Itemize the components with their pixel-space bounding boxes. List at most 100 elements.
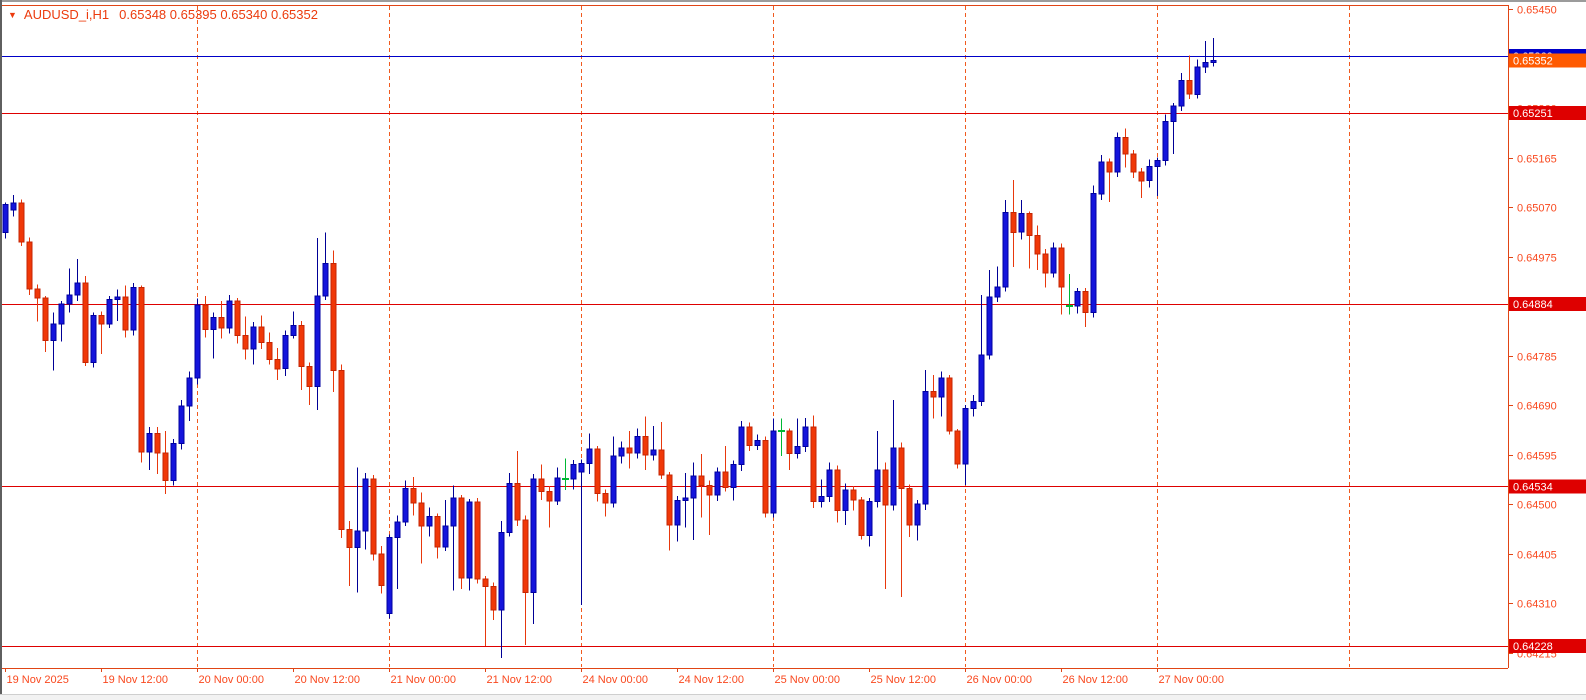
candle-bull [1154,159,1161,168]
candle-bull [226,300,233,329]
price-axis-label: 0.64690 [1517,401,1557,413]
candle-bull [794,445,801,455]
candle-bull [322,263,329,297]
candle-bull [770,430,777,514]
candle-bear [346,529,353,548]
chart-title-overlay: ▼ AUDUSD_i,H1 0.65348 0.65395 0.65340 0.65… [8,7,318,22]
candle-bear [410,488,417,504]
candle-bull [1018,213,1025,233]
candle-bull [498,531,505,611]
candle-bull [354,530,361,548]
candle-bear [698,475,705,486]
time-axis-label: 26 Nov 12:00 [1063,674,1128,686]
candle-bull [578,463,585,473]
candle-bear [482,578,489,587]
candle-bear [930,391,937,398]
symbol-timeframe-label: AUDUSD_i,H1 [23,7,110,22]
candle-bull [890,447,897,506]
candle-bear [1010,212,1017,233]
candle-bear [162,452,169,482]
candle-bull [1098,161,1105,195]
candle-bull [1178,80,1185,107]
candle-bull [426,516,433,527]
candle-bear [642,435,649,456]
candle-bear [906,488,913,526]
candle-bull [250,326,257,350]
bid-price-tag [1509,53,1586,68]
candle-bull [106,299,113,325]
time-axis-label: 19 Nov 2025 [7,674,69,686]
symbol-marker-icon: ▼ [8,10,17,20]
candle-bear [954,430,961,465]
candle-bull [738,426,745,466]
candle-bull [66,294,73,305]
candle-bull [1162,120,1169,161]
candle-bull [994,286,1001,298]
price-axis-label: 0.65450 [1517,5,1557,17]
candle-bear [306,366,313,387]
candle-bull [362,478,369,532]
red-line-price-tag [1509,638,1586,653]
candle-bear [258,326,265,344]
price-axis-label: 0.65165 [1517,154,1557,166]
candle-bull [442,525,449,548]
candle-bull [650,449,657,456]
candle-bull [194,304,201,379]
candle-bull [146,432,153,453]
candle-bear [42,297,49,342]
candle-bear [330,263,337,371]
time-axis-label: 27 Nov 00:00 [1159,674,1224,686]
candle-bull [866,501,873,536]
candle-bear [234,300,241,336]
candle-doji [562,478,569,481]
candle-bear [658,449,665,476]
time-axis-label: 19 Nov 12:00 [103,674,168,686]
red-line-price-tag [1509,297,1586,312]
candle-bull [826,469,833,497]
candle-bear [514,482,521,521]
window-border-bottom [0,694,1586,695]
candle-bull [186,377,193,407]
time-axis-label: 24 Nov 00:00 [583,674,648,686]
candle-bear [370,478,377,555]
candle-bull [402,488,409,523]
candle-bull [818,495,825,502]
candle-bear [490,585,497,611]
candle-bull [914,503,921,526]
candle-doji [1066,305,1073,308]
candle-bear [1034,234,1041,255]
candle-bear [1082,291,1089,313]
candle-bull [610,455,617,504]
time-axis-label: 25 Nov 00:00 [775,674,840,686]
candle-bull [282,334,289,370]
candle-bear [474,501,481,580]
candle-bear [26,241,33,290]
candle-bear [762,440,769,514]
candle-bull [466,501,473,579]
candle-bull [842,489,849,511]
candle-bull [922,391,929,505]
red-line-price-tag-text: 0.64884 [1513,299,1553,311]
candle-bear [98,315,105,325]
candle-bull [754,440,761,446]
time-axis-label: 20 Nov 12:00 [295,674,360,686]
candle-bear [154,432,161,454]
candle-bull [10,202,17,211]
candle-bull [506,482,513,533]
candle-bear [1058,247,1065,288]
candle-bull [714,471,721,496]
candle-bear [1130,153,1137,173]
candle-bull [586,448,593,464]
candle-bear [538,478,545,493]
candle-bull [386,537,393,614]
candle-bear [122,296,129,331]
price-axis-label: 0.64785 [1517,352,1557,364]
candle-bear [378,553,385,586]
red-line-price-tag-text: 0.64534 [1513,481,1553,493]
candle-bull [394,521,401,539]
candle-bull [58,303,65,325]
red-line-price-tag-text: 0.65251 [1513,108,1553,120]
candle-bull [618,447,625,457]
price-axis-label: 0.64310 [1517,599,1557,611]
